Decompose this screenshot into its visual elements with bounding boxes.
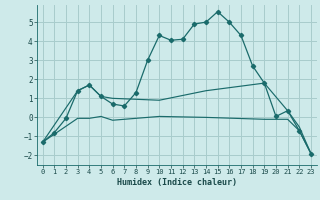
X-axis label: Humidex (Indice chaleur): Humidex (Indice chaleur) bbox=[117, 178, 237, 187]
